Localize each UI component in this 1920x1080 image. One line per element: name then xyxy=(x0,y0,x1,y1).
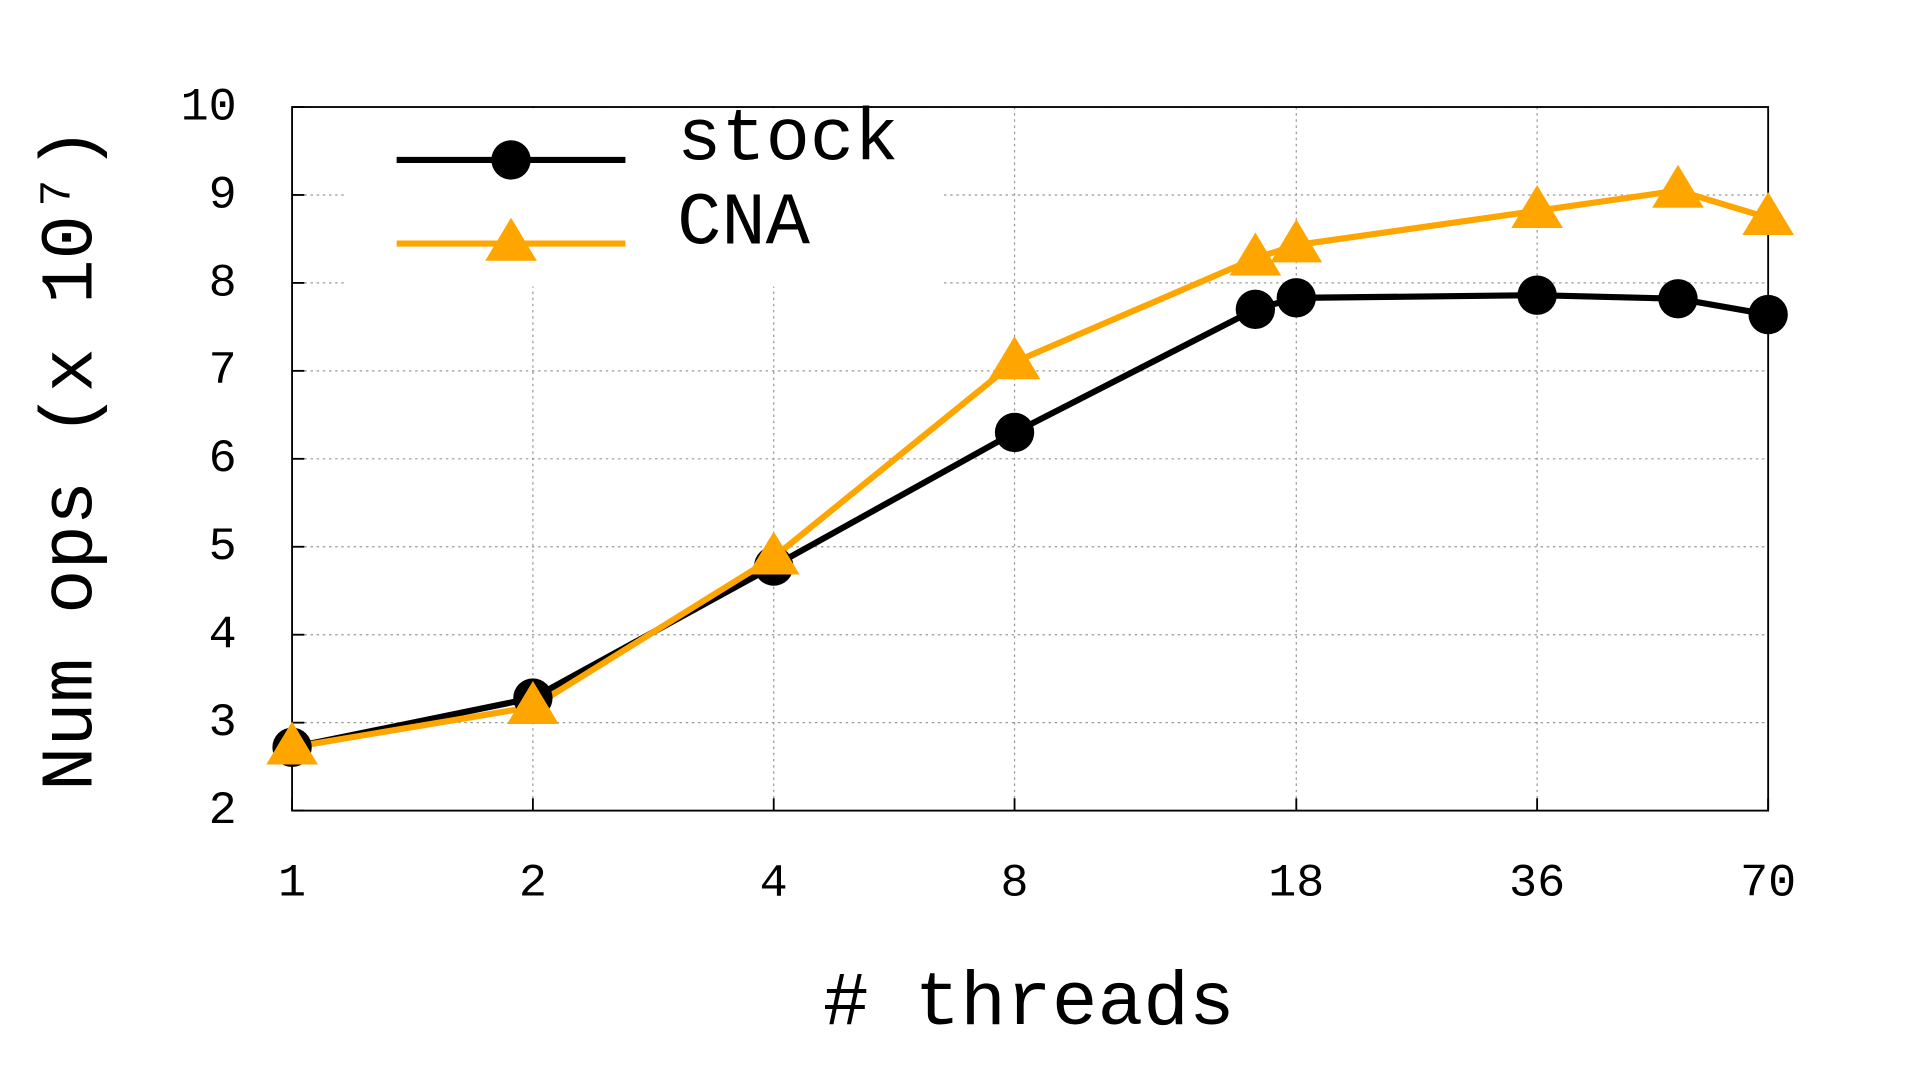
y-tick-label: 7 xyxy=(209,345,237,398)
marker xyxy=(1742,192,1794,236)
marker xyxy=(994,412,1035,453)
y-tick-label: 6 xyxy=(209,433,237,486)
x-axis-label: # threads xyxy=(823,961,1235,1047)
x-tick-label: 8 xyxy=(1001,858,1029,911)
y-tick-label: 4 xyxy=(209,609,237,662)
marker xyxy=(1517,275,1557,315)
legend-marker xyxy=(485,217,537,261)
plot-frame xyxy=(291,106,1770,812)
legend-marker xyxy=(491,140,531,180)
y-axis-label: Num ops (x 10⁷) xyxy=(31,127,114,791)
marker xyxy=(1235,289,1276,329)
marker xyxy=(1229,232,1282,276)
marker xyxy=(1652,164,1704,208)
marker xyxy=(507,681,559,725)
y-tick-label: 9 xyxy=(209,169,237,222)
marker xyxy=(747,531,800,575)
marker xyxy=(1270,219,1323,263)
y-tick-label: 8 xyxy=(209,257,237,310)
x-tick-label: 2 xyxy=(519,858,547,911)
x-tick-label: 36 xyxy=(1509,858,1565,911)
legend-box xyxy=(347,108,945,287)
marker xyxy=(988,336,1041,380)
marker xyxy=(1276,278,1316,318)
marker xyxy=(1658,279,1698,319)
y-tick-label: 3 xyxy=(209,697,237,750)
marker xyxy=(1748,294,1788,335)
y-tick-label: 10 xyxy=(181,81,237,134)
marker xyxy=(1511,184,1563,229)
y-tick-label: 2 xyxy=(209,785,237,838)
x-tick-label: 4 xyxy=(760,858,788,911)
x-tick-label: 18 xyxy=(1268,858,1324,911)
marker xyxy=(266,721,318,765)
x-tick-label: 70 xyxy=(1740,858,1796,911)
x-tick-label: 1 xyxy=(278,858,306,911)
legend-label: CNA xyxy=(677,183,811,266)
y-tick-label: 5 xyxy=(209,521,237,574)
legend-label: stock xyxy=(677,100,898,183)
